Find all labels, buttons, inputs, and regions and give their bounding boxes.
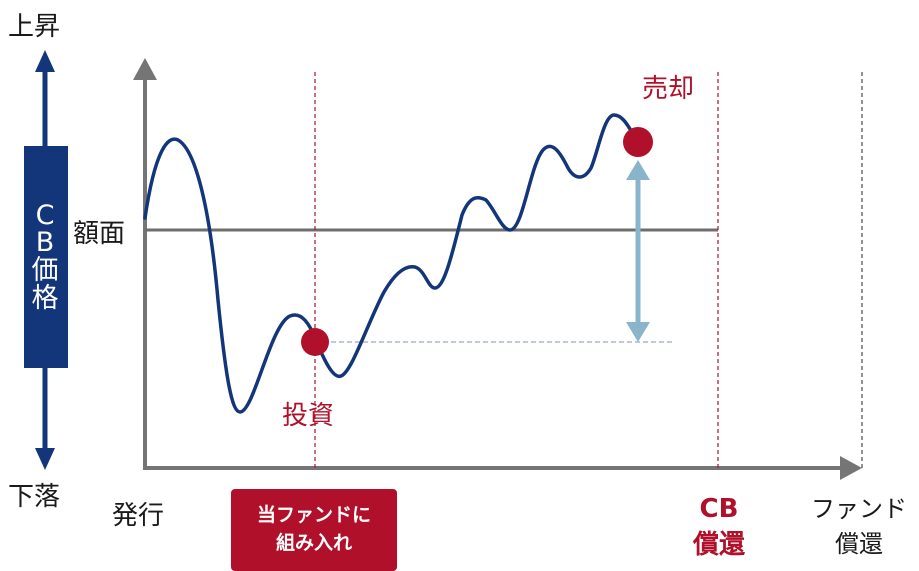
label-cb-redemption: CB 償還 — [692, 494, 745, 560]
label-down: 下落 — [8, 482, 61, 512]
label-issue: 発行 — [112, 501, 165, 531]
label-fund-redemption: ファンド 償還 — [811, 495, 907, 558]
label-invest: 投資 — [282, 401, 335, 431]
label-face-value: 額面 — [73, 219, 126, 249]
cb-price-curve — [143, 113, 640, 414]
gain-arrow — [626, 160, 650, 342]
label-up: 上昇 — [8, 12, 61, 42]
investment-point — [301, 328, 329, 356]
chart-axes — [133, 58, 862, 480]
price-scale-arrow — [24, 50, 68, 470]
label-sell: 売却 — [642, 74, 695, 104]
sell-point — [623, 127, 653, 157]
fund-entry-badge: 当ファンドに 組み入れ — [231, 489, 397, 571]
label-cb-price: C B 価 格 — [31, 199, 59, 314]
